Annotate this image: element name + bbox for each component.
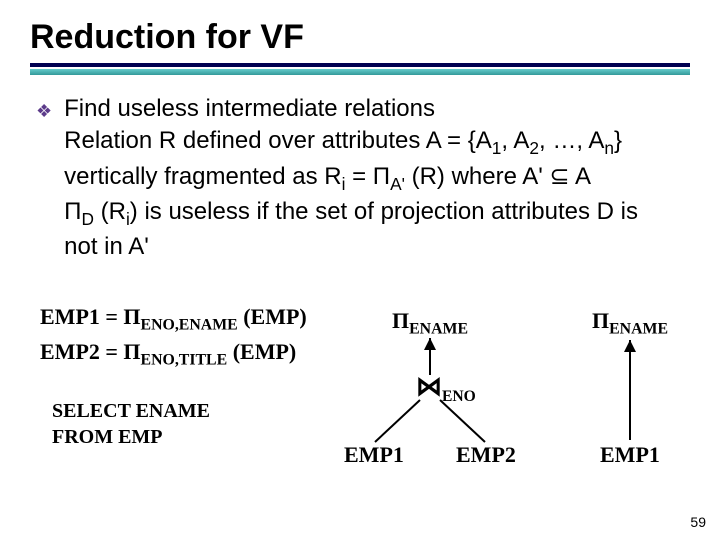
t1-join-sub: ENO bbox=[442, 388, 476, 405]
tree1-top: ΠENAME bbox=[392, 308, 468, 338]
l3sap: A' bbox=[390, 173, 405, 193]
l5: not in A' bbox=[64, 233, 149, 260]
tree1-left-leaf: EMP1 bbox=[344, 442, 404, 468]
l2c: , …, A bbox=[539, 127, 604, 154]
body-text: Find useless intermediate relations Rela… bbox=[64, 93, 690, 263]
emp1-post: (EMP) bbox=[238, 304, 307, 329]
body-block: ❖ Find useless intermediate relations Re… bbox=[30, 93, 690, 263]
l4sd: D bbox=[81, 208, 93, 228]
l2d: } bbox=[614, 127, 622, 154]
emp2-sub: ENO,TITLE bbox=[141, 351, 228, 368]
title-rule-dark bbox=[30, 63, 690, 67]
slide-container: Reduction for VF ❖ Find useless intermed… bbox=[0, 0, 720, 540]
l4c: ) is useless if the set of projection at… bbox=[130, 198, 638, 225]
emp2-pre: EMP2 = Π bbox=[40, 339, 141, 364]
emp2-post: (EMP) bbox=[227, 339, 296, 364]
l4b: (R bbox=[94, 198, 126, 225]
query-tree-after: ΠENAME EMP1 bbox=[570, 300, 690, 470]
t1-top-pre: Π bbox=[392, 308, 409, 333]
t2-top-sub: ENAME bbox=[609, 320, 668, 337]
l3b: = Π bbox=[345, 163, 390, 190]
bullet-row: ❖ Find useless intermediate relations Re… bbox=[36, 93, 690, 263]
diamond-bullet-icon: ❖ bbox=[36, 99, 52, 123]
page-number: 59 bbox=[690, 514, 706, 530]
l3a: vertically fragmented as R bbox=[64, 163, 341, 190]
l3c: (R) where A' ⊆ A bbox=[405, 163, 591, 190]
sql-line1: SELECT ENAME bbox=[52, 400, 210, 422]
sql-line2: FROM EMP bbox=[52, 426, 163, 448]
l4a: Π bbox=[64, 198, 81, 225]
query-tree-before: ΠENAME ⋈ENO EMP1 EMP2 bbox=[320, 300, 540, 470]
l2sn: n bbox=[604, 138, 614, 158]
tree2-leaf: EMP1 bbox=[600, 442, 660, 468]
title-rule-teal bbox=[30, 69, 690, 75]
tree2-top: ΠENAME bbox=[592, 308, 668, 338]
fragment-definitions: EMP1 = ΠENO,ENAME (EMP) EMP2 = ΠENO,TITL… bbox=[40, 302, 307, 371]
t2-top-pre: Π bbox=[592, 308, 609, 333]
emp1-sub: ENO,ENAME bbox=[141, 316, 238, 333]
l2s2: 2 bbox=[529, 138, 539, 158]
t1-top-sub: ENAME bbox=[409, 320, 468, 337]
tree1-right-leaf: EMP2 bbox=[456, 442, 516, 468]
l2a: Relation R defined over attributes A = {… bbox=[64, 127, 492, 154]
emp1-pre: EMP1 = Π bbox=[40, 304, 141, 329]
slide-title: Reduction for VF bbox=[30, 18, 690, 57]
l2s1: 1 bbox=[492, 138, 502, 158]
body-line1: Find useless intermediate relations bbox=[64, 95, 435, 122]
join-icon: ⋈ENO bbox=[416, 372, 476, 406]
l2b: , A bbox=[501, 127, 529, 154]
sql-block: SELECT ENAME FROM EMP bbox=[52, 398, 210, 450]
